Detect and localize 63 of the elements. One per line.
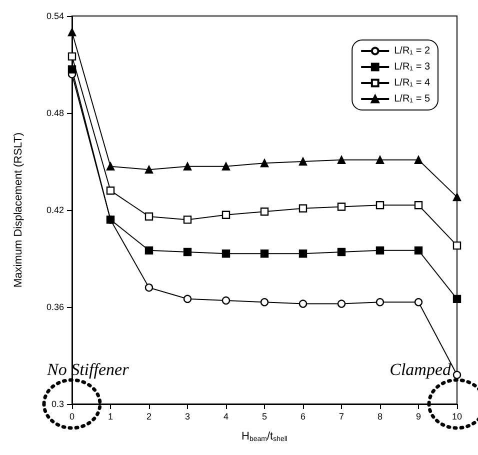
point	[414, 156, 423, 164]
x-tick-label: 0	[69, 412, 75, 422]
point	[414, 246, 423, 255]
point	[106, 162, 115, 170]
point	[298, 204, 308, 212]
point	[68, 28, 76, 36]
point	[452, 294, 462, 304]
point	[106, 186, 115, 195]
point	[260, 250, 269, 258]
point	[222, 210, 230, 219]
point	[376, 246, 384, 255]
point	[337, 248, 346, 256]
point	[298, 250, 308, 258]
x-tick-label: 8	[377, 412, 383, 422]
point	[337, 300, 346, 308]
point	[298, 157, 308, 166]
point	[298, 300, 308, 308]
point	[414, 201, 423, 210]
point	[452, 192, 462, 202]
x-tick-label: 10	[452, 412, 462, 422]
legend-label: L/R₁ = 2	[394, 46, 430, 56]
legend-label: L/R₁ = 4	[394, 78, 430, 88]
y-tick-label: 0.48	[46, 108, 64, 118]
point	[183, 294, 192, 304]
point	[260, 298, 269, 306]
point	[260, 159, 269, 168]
x-tick-label: 2	[146, 412, 152, 422]
x-tick-label: 1	[108, 412, 114, 422]
point	[376, 156, 384, 164]
y-tick-label: 0.42	[46, 205, 64, 215]
point	[376, 201, 384, 210]
y-tick-label: 0.54	[46, 11, 64, 21]
legend-label: L/R₁ = 5	[394, 94, 430, 104]
point	[414, 298, 423, 306]
legend-label: L/R₁ = 3	[394, 62, 430, 72]
point	[376, 298, 384, 306]
point	[183, 162, 192, 170]
point	[144, 284, 154, 292]
point	[183, 248, 192, 256]
point	[452, 241, 462, 250]
point	[260, 208, 269, 216]
point	[68, 52, 76, 61]
point	[144, 246, 154, 255]
y-axis-title: Maximum Displacement (RSLT)	[12, 132, 24, 288]
point	[337, 202, 346, 211]
point	[222, 162, 230, 170]
point	[222, 250, 230, 258]
x-tick-label: 3	[184, 412, 190, 422]
point	[144, 165, 154, 174]
y-tick-label: 0.36	[46, 302, 64, 312]
annotation: Clamped	[390, 360, 452, 379]
point	[68, 65, 76, 74]
y-tick-label: 0.3	[51, 399, 64, 409]
x-tick-label: 6	[300, 412, 306, 422]
x-tick-label: 9	[416, 412, 422, 422]
x-tick-label: 5	[262, 412, 268, 422]
x-tick-label: 7	[338, 412, 344, 422]
point	[144, 212, 154, 221]
x-tick-label: 4	[223, 412, 229, 422]
point	[452, 370, 462, 379]
point	[222, 296, 230, 305]
point	[183, 216, 192, 224]
point	[337, 156, 346, 164]
